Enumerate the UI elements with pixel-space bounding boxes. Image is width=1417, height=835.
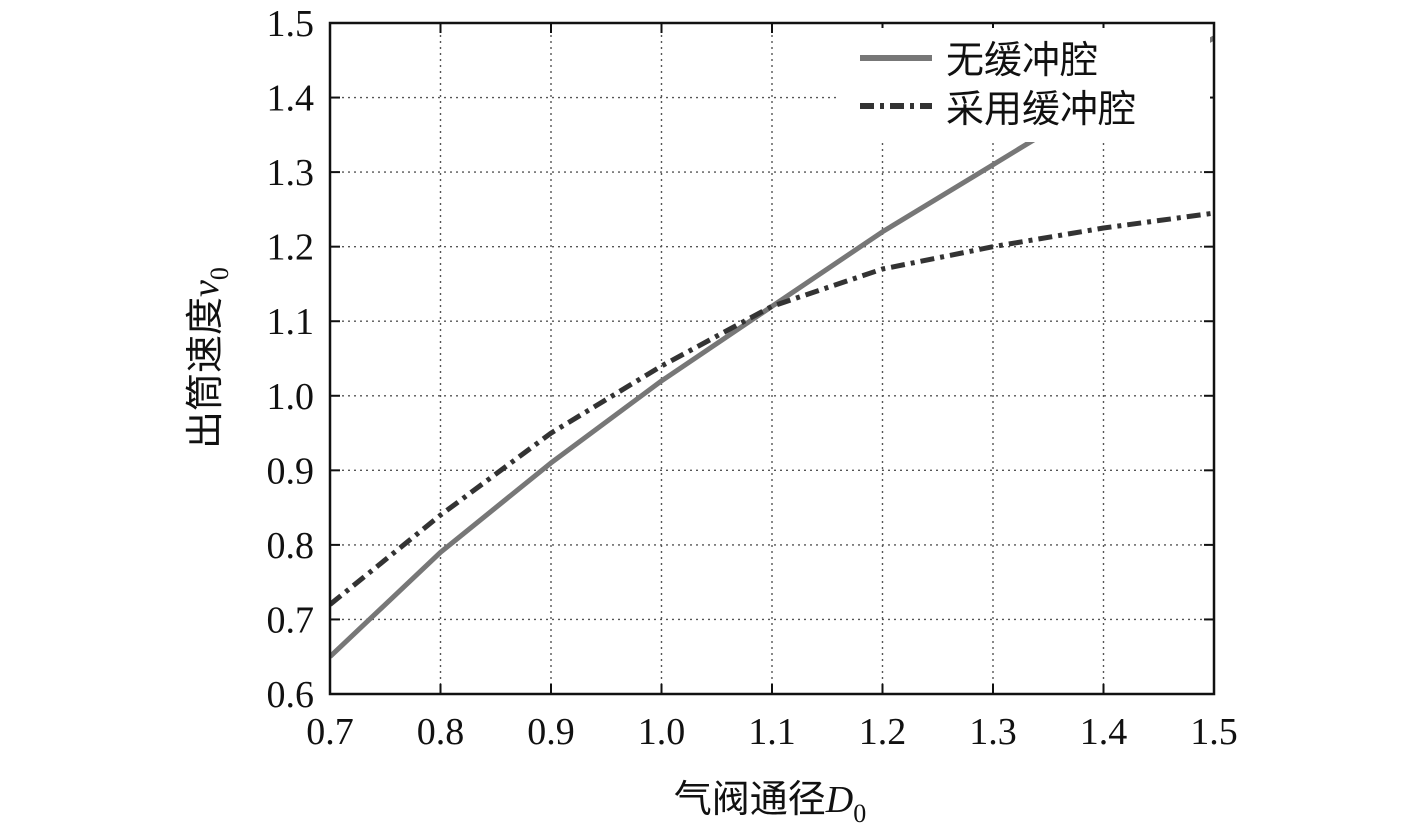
x-tick-labels: 0.7 0.8 0.9 1.0 1.1 1.2 1.3 1.4 1.5 [306, 711, 1238, 753]
x-tick-label: 0.8 [417, 711, 465, 753]
grid-lines [330, 23, 1214, 694]
y-tick-label: 1.5 [267, 3, 315, 45]
y-tick-labels: 0.6 0.7 0.8 0.9 1.0 1.1 1.2 1.3 1.4 1.5 [267, 3, 315, 716]
x-tick-label: 0.7 [306, 711, 354, 753]
x-tick-label: 1.0 [638, 711, 686, 753]
y-tick-label: 1.2 [267, 227, 315, 269]
x-axis-title-main: 气阀通径 [674, 777, 826, 821]
y-tick-label: 1.1 [267, 301, 315, 343]
legend-box [838, 28, 1210, 142]
x-axis-title-subscript: 0 [853, 799, 866, 828]
y-axis-title-symbol: v [185, 280, 227, 297]
y-tick-label: 1.4 [267, 78, 315, 120]
legend-label-series-1: 无缓冲腔 [946, 38, 1098, 82]
y-tick-label: 1.0 [267, 376, 315, 418]
y-axis-title: 出筒速度v0 [183, 267, 234, 449]
y-tick-label: 0.7 [267, 599, 315, 641]
y-axis-title-main: 出筒速度 [183, 297, 227, 449]
y-tick-label: 0.8 [267, 525, 315, 567]
y-tick-label: 0.6 [267, 674, 315, 716]
y-axis-title-subscript: 0 [205, 267, 234, 280]
x-tick-label: 1.5 [1190, 711, 1238, 753]
x-tick-label: 1.4 [1080, 711, 1128, 753]
x-tick-label: 1.2 [859, 711, 907, 753]
legend: 无缓冲腔 采用缓冲腔 [838, 28, 1210, 142]
y-tick-label: 1.3 [267, 152, 315, 194]
x-tick-label: 0.9 [527, 711, 575, 753]
x-tick-label: 1.3 [969, 711, 1017, 753]
x-tick-label: 1.1 [748, 711, 796, 753]
series-line-2 [330, 210, 1214, 607]
y-tick-label: 0.9 [267, 450, 315, 492]
tick-marks [329, 22, 1215, 695]
x-axis-title: 气阀通径D0 [674, 777, 866, 828]
x-axis-title-symbol: D [825, 779, 853, 821]
legend-label-series-2: 采用缓冲腔 [946, 87, 1136, 131]
